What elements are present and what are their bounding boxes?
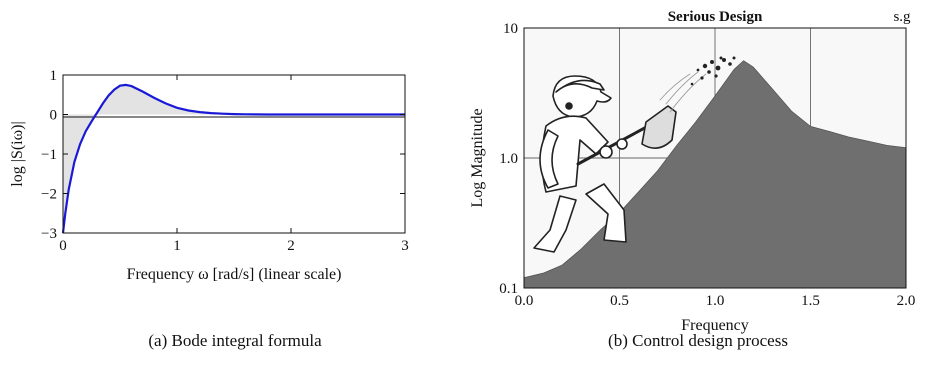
- x-tick-label: 1: [173, 238, 181, 254]
- y-tick-label: 0.1: [499, 281, 518, 297]
- corner-label: s.g: [893, 9, 911, 25]
- x-tick-label: 1.0: [706, 293, 725, 309]
- y-tick-label: 0: [50, 108, 58, 124]
- serious-design-panel: 0.0 0.5 1.0 1.5 2.0 10 1.0 0.1 Serious Design s…: [469, 9, 915, 350]
- x-tick-label: 0.0: [515, 293, 534, 309]
- x-tick-label: 3: [401, 238, 409, 254]
- x-tick-label: 2.0: [897, 293, 916, 309]
- bode-integral-panel: 0 1 2 3 1 0 −1 −2 −3 Frequency ω [rad/s] (linear…: [9, 68, 409, 350]
- caption: (a) Bode integral formula: [148, 331, 322, 350]
- shaded-area: [63, 84, 405, 234]
- caption: (b) Control design process: [608, 331, 788, 350]
- y-tick-label: 1: [50, 68, 58, 84]
- y-tick-label: −3: [41, 226, 57, 242]
- tick-marks: 0 1 2 3 1 0 −1 −2 −3: [41, 68, 409, 254]
- y-tick-label: 10: [503, 21, 518, 37]
- x-tick-label: 2: [287, 238, 295, 254]
- y-tick-label: 1.0: [499, 151, 518, 167]
- series-line: [61, 83, 405, 234]
- x-axis-label: Frequency ω [rad/s] (linear scale): [127, 266, 342, 283]
- y-axis-label: Log Magnitude: [469, 108, 486, 207]
- x-tick-label: 0.5: [610, 293, 629, 309]
- tick-labels: 0.0 0.5 1.0 1.5 2.0 10 1.0 0.1: [499, 21, 915, 309]
- y-tick-label: −2: [41, 187, 57, 203]
- x-tick-label: 0: [59, 238, 67, 254]
- y-axis-label: log |S(iω)|: [9, 121, 26, 186]
- y-tick-label: −1: [41, 147, 57, 163]
- cartoon-man-with-shovel: [533, 56, 736, 253]
- chart-title: Serious Design: [668, 9, 763, 25]
- x-tick-label: 1.5: [801, 293, 820, 309]
- x-axis-label: Frequency: [681, 317, 749, 334]
- plot-frame: [523, 27, 907, 289]
